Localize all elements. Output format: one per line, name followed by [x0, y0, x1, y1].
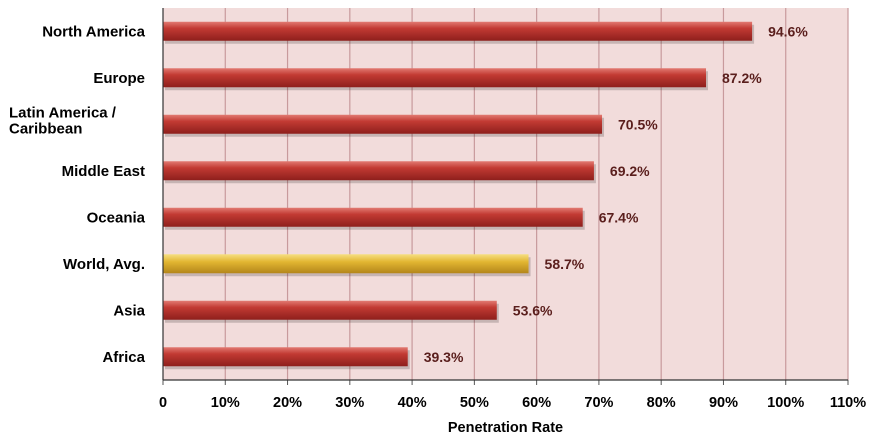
category-label: Oceania	[87, 209, 146, 226]
x-tick-label: 20%	[273, 395, 302, 411]
x-tick-labels: 0 10% 20% 30% 40% 50% 60% 70% 80% 90% 100% 110%	[159, 395, 866, 411]
x-axis-title: Penetration Rate	[448, 420, 563, 436]
value-label: 58.7%	[545, 256, 585, 272]
x-tick-label: 110%	[830, 395, 866, 411]
x-tick-label: 80%	[647, 395, 676, 411]
category-label: Africa	[102, 349, 145, 366]
x-tick-label: 0	[159, 395, 167, 411]
axes	[162, 8, 848, 381]
bar	[163, 21, 753, 41]
value-label: 87.2%	[722, 70, 762, 86]
x-tick-label: 90%	[709, 395, 738, 411]
bar	[163, 161, 594, 181]
x-tick-label: 100%	[767, 395, 804, 411]
bars	[163, 21, 755, 370]
x-tick-label: 40%	[398, 395, 427, 411]
value-labels: 94.6% 87.2% 70.5% 69.2% 67.4% 58.7% 53.6% 39.3%	[424, 23, 809, 365]
x-tick-label: 30%	[335, 395, 364, 411]
category-label: Asia	[113, 302, 145, 319]
x-tick-label: 10%	[211, 395, 240, 411]
value-label: 70.5%	[618, 116, 658, 132]
x-tick-label: 70%	[584, 395, 613, 411]
category-label: World, Avg.	[63, 256, 145, 273]
bar	[163, 347, 408, 367]
bar	[163, 68, 707, 88]
bar-highlight	[163, 254, 529, 274]
category-label: Latin America / Caribbean	[9, 104, 117, 137]
value-label: 53.6%	[513, 302, 553, 318]
bar	[163, 114, 603, 134]
category-label: Europe	[93, 70, 145, 87]
value-label: 94.6%	[768, 23, 808, 39]
bar	[163, 300, 497, 320]
value-label: 69.2%	[610, 163, 650, 179]
value-label: 67.4%	[599, 209, 639, 225]
value-label: 39.3%	[424, 349, 464, 365]
plot-area	[163, 8, 848, 380]
bar	[163, 207, 583, 227]
category-label: North America	[42, 23, 145, 40]
x-tick-label: 50%	[460, 395, 489, 411]
x-tick-label: 60%	[522, 395, 551, 411]
category-label: Middle East	[62, 163, 145, 180]
category-labels: North America Europe Latin America / Caribb…	[9, 23, 146, 366]
